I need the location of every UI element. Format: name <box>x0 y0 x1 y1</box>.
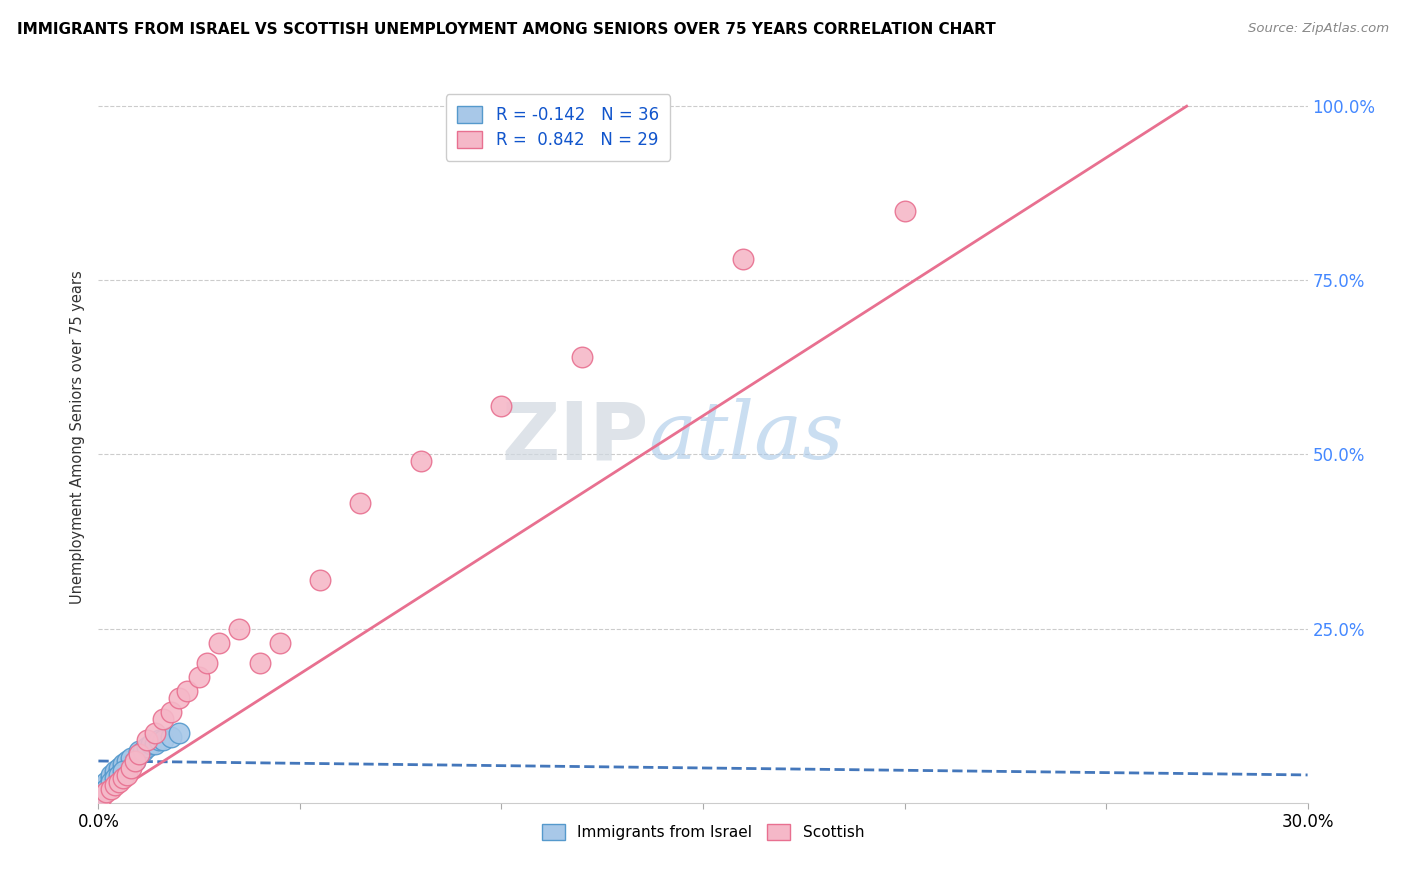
Text: Source: ZipAtlas.com: Source: ZipAtlas.com <box>1249 22 1389 36</box>
Point <box>91 789 114 803</box>
Point <box>195 657 218 671</box>
Point <box>107 764 129 779</box>
Point <box>111 761 134 775</box>
Point <box>124 754 146 768</box>
Point <box>208 635 231 649</box>
Point <box>176 684 198 698</box>
Point <box>269 635 291 649</box>
Point <box>103 768 125 782</box>
Point <box>571 350 593 364</box>
Point <box>111 764 134 779</box>
Point <box>115 768 138 782</box>
Point <box>249 657 271 671</box>
Point <box>148 733 170 747</box>
Point <box>115 761 138 775</box>
Point <box>733 252 755 267</box>
Point <box>111 768 134 782</box>
Point <box>132 743 155 757</box>
Point <box>91 781 114 796</box>
Text: ZIP: ZIP <box>502 398 648 476</box>
Point <box>120 761 142 775</box>
Point <box>409 454 432 468</box>
Point <box>103 764 125 779</box>
Point <box>124 754 146 768</box>
Point <box>152 733 174 747</box>
Point <box>107 761 129 775</box>
Text: IMMIGRANTS FROM ISRAEL VS SCOTTISH UNEMPLOYMENT AMONG SENIORS OVER 75 YEARS CORR: IMMIGRANTS FROM ISRAEL VS SCOTTISH UNEMP… <box>17 22 995 37</box>
Point <box>100 781 122 796</box>
Point <box>120 757 142 772</box>
Point <box>107 775 129 789</box>
Point <box>111 772 134 786</box>
Point <box>188 670 211 684</box>
Point <box>120 750 142 764</box>
Point <box>167 726 190 740</box>
Text: atlas: atlas <box>648 399 844 475</box>
Point <box>128 747 150 761</box>
Point <box>91 785 114 799</box>
Point <box>100 768 122 782</box>
Point <box>160 705 183 719</box>
Point <box>96 781 118 796</box>
Point <box>491 399 513 413</box>
Point <box>143 726 166 740</box>
Point <box>96 775 118 789</box>
Point <box>135 733 157 747</box>
Point <box>103 772 125 786</box>
Point <box>167 691 190 706</box>
Legend: Immigrants from Israel, Scottish: Immigrants from Israel, Scottish <box>536 818 870 847</box>
Point <box>160 730 183 744</box>
Point <box>107 772 129 786</box>
Point <box>111 757 134 772</box>
Point <box>100 772 122 786</box>
Point <box>152 712 174 726</box>
Point <box>228 622 250 636</box>
Point <box>103 778 125 792</box>
Point <box>128 743 150 757</box>
Point <box>107 768 129 782</box>
Point <box>100 775 122 789</box>
Point <box>139 737 162 751</box>
Point <box>349 496 371 510</box>
Point <box>96 785 118 799</box>
Point <box>309 573 332 587</box>
Point <box>893 203 915 218</box>
Point <box>100 778 122 792</box>
Y-axis label: Unemployment Among Seniors over 75 years: Unemployment Among Seniors over 75 years <box>70 270 86 604</box>
Point <box>128 747 150 761</box>
Point <box>135 740 157 755</box>
Point <box>96 778 118 792</box>
Point <box>143 737 166 751</box>
Point <box>103 775 125 789</box>
Point <box>115 754 138 768</box>
